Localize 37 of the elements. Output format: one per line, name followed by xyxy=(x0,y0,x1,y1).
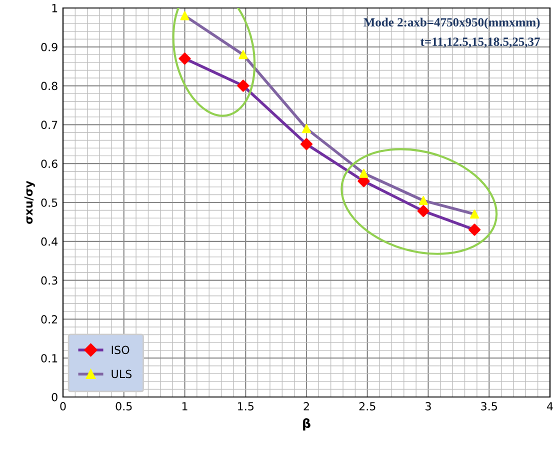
x-tick-label: 2 xyxy=(304,402,309,410)
y-tick-label: 0.2 xyxy=(41,315,58,324)
point xyxy=(178,52,191,65)
point xyxy=(359,168,368,178)
point xyxy=(302,124,311,134)
y-tick-label: 0.5 xyxy=(41,198,58,207)
legend-label: ULS xyxy=(112,370,132,378)
y-tick-label: 0.9 xyxy=(41,42,58,52)
annotation: t=11,12.5,15,18.5,25,37 xyxy=(420,38,540,48)
x-tick-label: 3 xyxy=(426,402,431,410)
y-axis-title: σxu/σy xyxy=(24,180,35,224)
point xyxy=(418,196,428,206)
y-tick-label: 0.4 xyxy=(41,237,58,246)
y-tick-label: 0.6 xyxy=(41,160,58,168)
point xyxy=(237,80,250,92)
y-tick-label: 0.8 xyxy=(41,82,58,90)
y-tick-label: 0.7 xyxy=(41,120,58,130)
y-tick-label: 0.1 xyxy=(41,354,58,362)
y-tick-label: 1 xyxy=(52,4,58,12)
x-tick-label: 3.5 xyxy=(481,402,497,410)
point xyxy=(470,210,480,219)
point xyxy=(468,224,481,236)
x-tick-label: 1.5 xyxy=(238,402,254,410)
x-tick-label: 4 xyxy=(547,402,553,410)
point xyxy=(417,204,430,218)
x-tick-label: 0.5 xyxy=(116,402,132,410)
point xyxy=(300,138,313,150)
y-tick-label: 0 xyxy=(52,392,58,402)
point xyxy=(238,50,248,60)
x-tick-label: 2.5 xyxy=(359,402,376,410)
y-tick-label: 0.3 xyxy=(41,276,58,285)
legend-label: ISO xyxy=(112,346,130,354)
x-tick-label: 0 xyxy=(60,402,66,410)
x-tick-label: 1 xyxy=(182,402,188,410)
point xyxy=(180,11,190,20)
annotation: Mode 2:axb=4750x950(mmxmm) xyxy=(364,18,540,30)
x-axis-title: β xyxy=(303,418,310,430)
